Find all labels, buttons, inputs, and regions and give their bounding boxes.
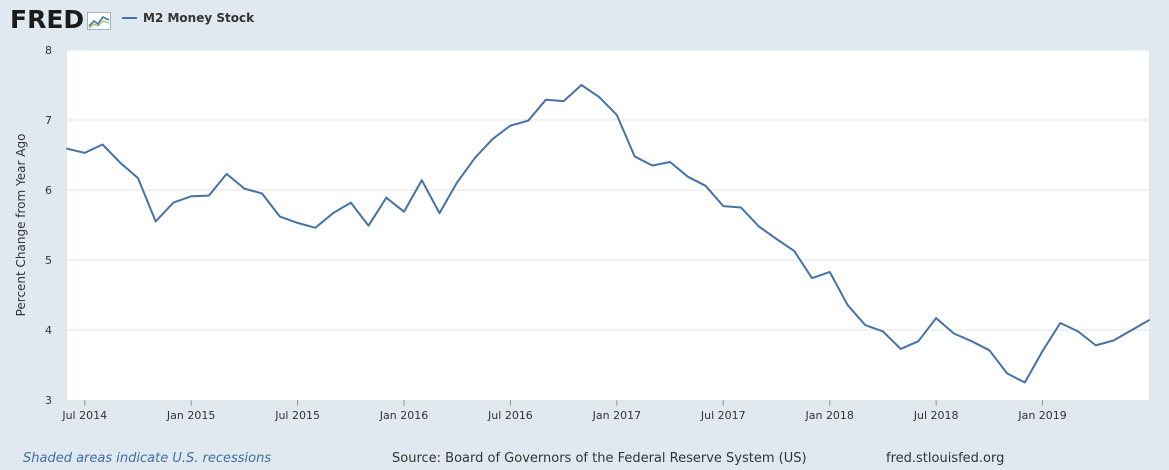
y-tick-label: 8	[45, 44, 52, 57]
x-tick-label: Jan 2019	[1017, 409, 1066, 422]
plot-background	[67, 50, 1149, 400]
x-tick-label: Jul 2018	[913, 409, 959, 422]
chart-logo-icon	[87, 12, 112, 30]
x-tick-label: Jan 2015	[166, 409, 215, 422]
y-tick-label: 3	[45, 394, 52, 407]
y-tick-label: 7	[45, 114, 52, 127]
source-text: Source: Board of Governors of the Federa…	[392, 451, 807, 466]
y-axis: 3 4 5 6 7 8	[45, 44, 52, 407]
x-tick-label: Jan 2016	[379, 409, 428, 422]
logo-text: FRED	[10, 5, 85, 34]
legend-line-swatch	[122, 17, 137, 19]
x-tick-label: Jan 2017	[592, 409, 641, 422]
chart-legend: M2 Money Stock	[122, 11, 254, 25]
x-axis: Jul 2014 Jan 2015 Jul 2015 Jan 2016 Jul 2016…	[61, 400, 1067, 422]
fred-logo[interactable]: FRED	[10, 5, 112, 35]
y-tick-label: 5	[45, 254, 52, 267]
x-tick-label: Jul 2016	[487, 409, 533, 422]
x-tick-label: Jul 2015	[274, 409, 320, 422]
fred-url-link[interactable]: fred.stlouisfed.org	[886, 451, 1005, 466]
x-tick-label: Jan 2018	[804, 409, 853, 422]
x-tick-label: Jul 2017	[700, 409, 746, 422]
y-axis-label: Percent Change from Year Ago	[14, 134, 28, 317]
series-layer	[66, 84, 1150, 384]
x-tick-label: Jul 2014	[61, 409, 107, 422]
y-tick-label: 6	[45, 184, 52, 197]
y-tick-label: 4	[45, 324, 52, 337]
grid-lines	[67, 49, 1149, 331]
recession-note-link[interactable]: Shaded areas indicate U.S. recessions	[23, 451, 272, 466]
legend-label: M2 Money Stock	[143, 11, 255, 25]
series-line-m2-money-stock	[66, 84, 1150, 384]
